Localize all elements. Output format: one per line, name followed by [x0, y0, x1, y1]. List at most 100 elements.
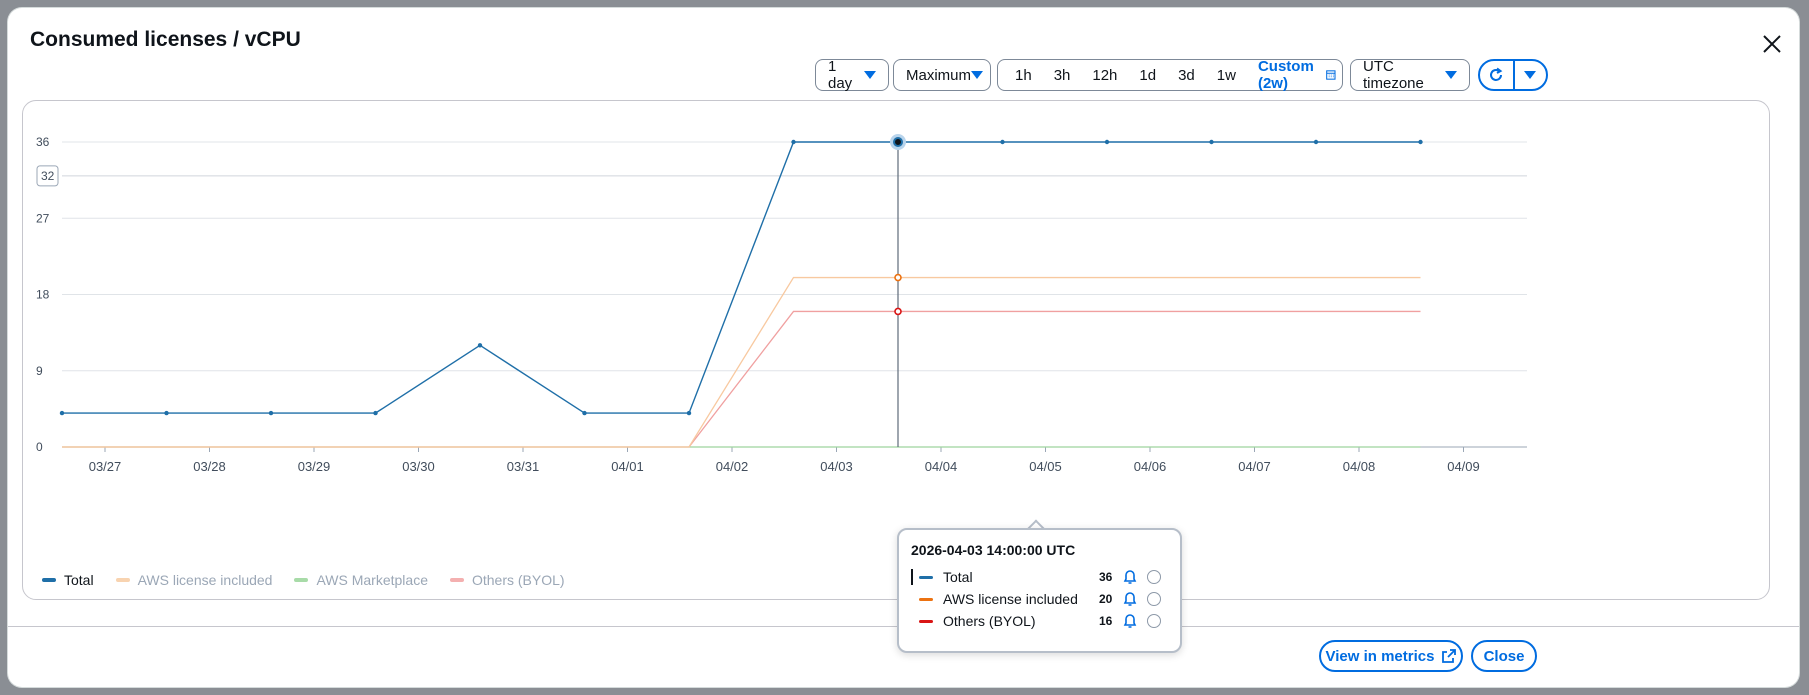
- timezone-value: UTC timezone: [1363, 58, 1424, 92]
- legend-swatch: [42, 578, 56, 582]
- statistic-value: Maximum: [906, 66, 972, 84]
- x-tick-label: 04/01: [611, 459, 644, 474]
- range-1h[interactable]: 1h: [1015, 66, 1032, 84]
- legend-item-aws-marketplace[interactable]: AWS Marketplace: [294, 572, 428, 588]
- crosshair-value: 32: [41, 169, 55, 183]
- series-line-total: [62, 141, 1421, 414]
- x-tick-label: 03/31: [507, 459, 540, 474]
- y-tick-label: 27: [36, 211, 50, 225]
- range-3h[interactable]: 3h: [1053, 66, 1071, 84]
- legend-swatch: [449, 578, 464, 582]
- hover-point-aws-license[interactable]: [894, 273, 902, 282]
- range-1d[interactable]: 1d: [1139, 66, 1157, 84]
- modal-title: Consumed licenses / vCPU: [30, 28, 301, 51]
- x-tick-label: 04/03: [820, 459, 853, 474]
- compass-icon[interactable]: [1147, 614, 1161, 628]
- bell-icon[interactable]: [1123, 569, 1137, 585]
- refresh-options-button[interactable]: [1512, 61, 1546, 89]
- refresh-split-button: [1478, 59, 1548, 91]
- legend-swatch: [294, 578, 309, 582]
- data-point[interactable]: [1000, 139, 1005, 145]
- x-tick-label: 04/05: [1029, 459, 1062, 474]
- series-line-aws-license-included: [62, 276, 1421, 448]
- tooltip-row-aws-license: AWS license included 20: [911, 589, 1171, 609]
- data-point[interactable]: [268, 410, 274, 416]
- data-point[interactable]: [582, 410, 587, 416]
- data-point[interactable]: [1418, 139, 1423, 145]
- chevron-down-icon: [1445, 71, 1457, 79]
- compass-icon[interactable]: [1147, 570, 1161, 584]
- chart-legend: Total AWS license included AWS Marketpla…: [42, 572, 565, 588]
- view-in-metrics-label: View in metrics: [1325, 647, 1435, 665]
- bell-icon[interactable]: [1123, 591, 1137, 607]
- external-link-icon: [1442, 649, 1457, 663]
- close-button[interactable]: Close: [1471, 640, 1537, 672]
- x-tick-label: 04/04: [925, 459, 958, 474]
- tooltip-timestamp: 2026-04-03 14:00:00 UTC: [911, 542, 1076, 558]
- data-point[interactable]: [1313, 139, 1319, 145]
- view-in-metrics-button[interactable]: View in metrics: [1319, 640, 1463, 672]
- y-tick-label: 36: [36, 135, 50, 149]
- x-tick-label: 04/08: [1343, 459, 1376, 474]
- data-point[interactable]: [477, 343, 483, 348]
- legend-label: AWS Marketplace: [316, 572, 428, 588]
- statistic-select[interactable]: Maximum: [893, 59, 991, 91]
- x-tick-label: 04/02: [716, 459, 749, 474]
- chart-container: [22, 100, 1770, 600]
- refresh-button[interactable]: [1480, 61, 1513, 89]
- range-custom[interactable]: Custom (2w): [1257, 58, 1314, 92]
- row-value: 36: [1099, 570, 1113, 584]
- close-icon[interactable]: [1760, 32, 1784, 56]
- legend-label: Others (BYOL): [471, 572, 565, 588]
- legend-label: AWS license included: [137, 572, 273, 588]
- row-label: AWS license included: [943, 591, 1078, 607]
- data-point[interactable]: [164, 410, 169, 416]
- data-point[interactable]: [1209, 139, 1214, 145]
- row-label: Total: [943, 569, 973, 585]
- data-point[interactable]: [686, 410, 692, 416]
- data-point[interactable]: [373, 410, 378, 416]
- compass-icon[interactable]: [1147, 592, 1161, 606]
- row-marker: [911, 569, 913, 585]
- legend-item-total[interactable]: Total: [42, 572, 94, 588]
- row-swatch: [919, 597, 933, 601]
- hover-point-others-byol[interactable]: [894, 307, 902, 316]
- data-tooltip: 2026-04-03 14:00:00 UTC Total 36 AWS lic…: [897, 528, 1182, 653]
- x-tick-label: 03/27: [89, 459, 122, 474]
- data-point[interactable]: [59, 410, 65, 416]
- data-point[interactable]: [1104, 139, 1110, 145]
- x-tick-label: 04/07: [1238, 459, 1271, 474]
- tooltip-row-total: Total 36: [911, 567, 1171, 587]
- bell-icon[interactable]: [1123, 613, 1137, 629]
- x-tick-label: 03/30: [402, 459, 435, 474]
- series-line-others-byol-: [62, 310, 1421, 448]
- row-swatch: [919, 575, 933, 579]
- legend-item-aws-license-included[interactable]: AWS license included: [115, 572, 273, 588]
- crosshair-value-box: [36, 165, 59, 187]
- data-point[interactable]: [791, 139, 796, 145]
- range-3d[interactable]: 3d: [1178, 66, 1195, 84]
- timezone-select[interactable]: UTC timezone: [1350, 58, 1470, 92]
- y-tick-label: 18: [36, 288, 50, 302]
- legend-item-others-byol[interactable]: Others (BYOL): [449, 572, 565, 588]
- legend-label: Total: [64, 572, 94, 588]
- row-swatch: [919, 619, 933, 623]
- x-tick-label: 03/28: [193, 459, 226, 474]
- chevron-down-icon: [971, 71, 984, 79]
- time-range-selector: 1h 3h 12h 1d 3d 1w Custom (2w): [997, 58, 1343, 92]
- hover-point-total[interactable]: [893, 137, 903, 147]
- period-value: 1 day: [828, 58, 853, 92]
- close-label: Close: [1483, 647, 1525, 665]
- chevron-down-icon: [864, 71, 876, 79]
- y-tick-label: 9: [36, 364, 43, 378]
- tooltip-row-others-byol: Others (BYOL) 16: [911, 611, 1171, 631]
- y-tick-label: 0: [36, 440, 43, 454]
- row-value: 16: [1099, 614, 1113, 628]
- range-1w[interactable]: 1w: [1216, 66, 1236, 84]
- period-select[interactable]: 1 day: [815, 58, 889, 92]
- x-tick-label: 04/09: [1447, 459, 1480, 474]
- calendar-icon[interactable]: [1326, 68, 1336, 82]
- range-12h[interactable]: 12h: [1092, 66, 1118, 84]
- x-tick-label: 03/29: [298, 459, 331, 474]
